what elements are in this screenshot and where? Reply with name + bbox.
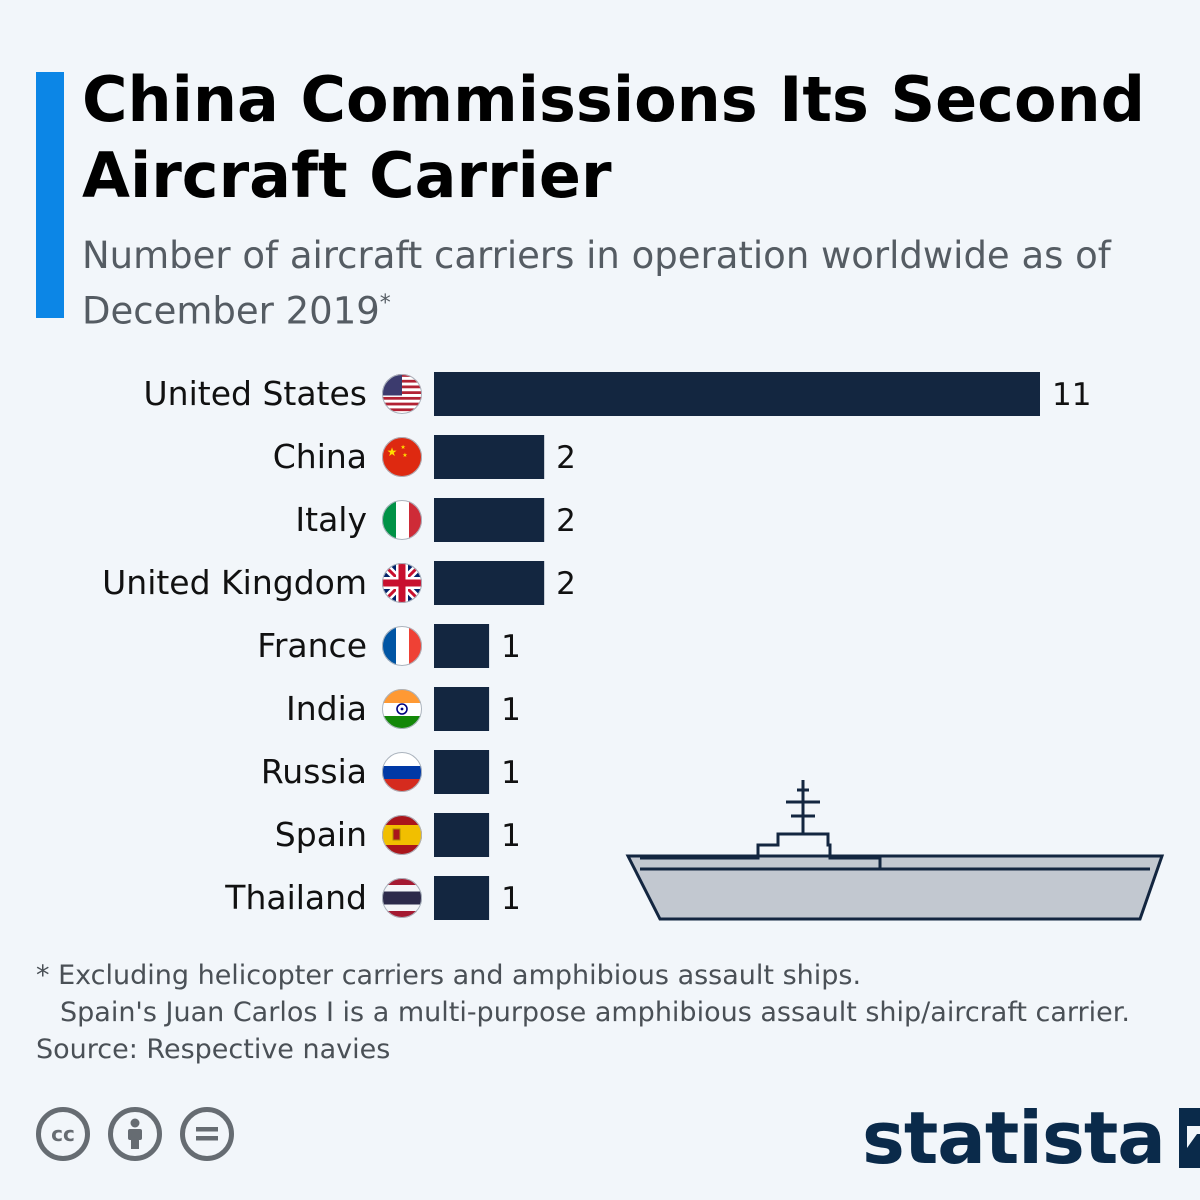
bar: [434, 561, 545, 605]
flag-it-icon: [382, 500, 422, 540]
category-label: Thailand: [224, 878, 367, 917]
flag-gb-icon: [382, 563, 422, 603]
bar: [434, 498, 545, 542]
flag-cn-icon: ★ ★★: [382, 437, 422, 477]
value-label: 1: [501, 881, 521, 917]
bar: [434, 687, 490, 731]
value-label: 1: [501, 755, 521, 791]
value-label: 1: [501, 692, 521, 728]
statista-wordmark: statista: [862, 1096, 1166, 1180]
category-label: China: [273, 437, 367, 476]
cc-icon[interactable]: cc: [36, 1107, 90, 1161]
category-label: India: [286, 689, 367, 728]
value-label: 11: [1052, 377, 1091, 413]
category-label: France: [257, 626, 367, 665]
footnote-line-2: Spain's Juan Carlos I is a multi-purpose…: [60, 997, 1130, 1028]
flag-th-icon: [382, 878, 422, 918]
bar: [434, 750, 490, 794]
category-label: United Kingdom: [102, 563, 367, 602]
footnote: * Excluding helicopter carriers and amph…: [36, 957, 1176, 1068]
category-label: Russia: [261, 752, 367, 791]
footnote-line-1: * Excluding helicopter carriers and amph…: [36, 960, 862, 991]
subtitle-asterisk: *: [379, 291, 391, 316]
category-label: United States: [144, 374, 367, 413]
aircraft-carrier-illustration: [625, 780, 1165, 921]
value-label: 2: [556, 566, 576, 602]
bar: [434, 624, 490, 668]
chart-subtitle: Number of aircraft carriers in operation…: [82, 232, 1162, 335]
license-icons: cc: [36, 1107, 234, 1161]
subtitle-text: Number of aircraft carriers in operation…: [82, 234, 1111, 333]
svg-text:★: ★: [402, 452, 407, 459]
flag-in-icon: [382, 689, 422, 729]
bar: [434, 372, 1040, 416]
svg-text:★: ★: [400, 444, 405, 451]
category-label: Spain: [275, 815, 367, 854]
statista-logo-icon: [1178, 1108, 1200, 1168]
bar: [434, 876, 490, 920]
flag-fr-icon: [382, 626, 422, 666]
statista-logo[interactable]: statista: [862, 1098, 1200, 1178]
chart-title: China Commissions Its Second Aircraft Ca…: [82, 63, 1146, 212]
svg-text:★: ★: [387, 445, 398, 459]
attribution-icon[interactable]: [108, 1107, 162, 1161]
category-label: Italy: [295, 500, 367, 539]
bar: [434, 813, 490, 857]
source-line: Source: Respective navies: [36, 1034, 391, 1065]
flag-ru-icon: [382, 752, 422, 792]
title-accent-bar: [36, 72, 64, 318]
flag-us-icon: [382, 374, 422, 414]
value-label: 1: [501, 629, 521, 665]
no-derivatives-icon[interactable]: [180, 1107, 234, 1161]
bar: [434, 435, 545, 479]
value-label: 2: [556, 503, 576, 539]
value-label: 1: [501, 818, 521, 854]
flag-es-icon: [382, 815, 422, 855]
value-label: 2: [556, 440, 576, 476]
